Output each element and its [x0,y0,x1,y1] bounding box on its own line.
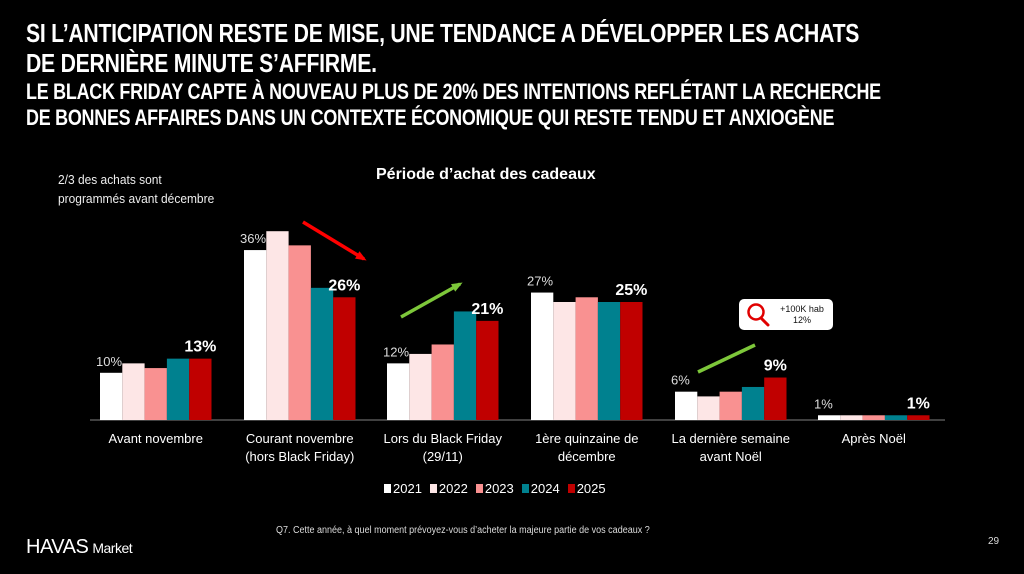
data-label-2025: 26% [328,277,360,294]
green-up-line-icon [697,343,756,374]
havas-logo: HAVAS Market [26,536,133,559]
legend-swatch [567,484,575,493]
category-label: Après Noël [799,430,949,448]
bar-2022 [553,302,576,420]
legend-label: 2025 [576,481,606,496]
category-label-line: Avant novembre [108,431,203,446]
legend-item: 2025 [567,481,606,496]
legend-swatch [475,484,483,493]
category-label: Courant novembre (hors Black Friday) [225,430,375,466]
data-label-2021: 36% [240,231,266,246]
bar-2025 [476,320,499,420]
legend-item: 2021 [384,481,422,496]
category-label-line: La dernière semaine [671,431,791,446]
category-label: 1ère quinzaine de décembre [512,430,662,466]
side-note: 2/3 des achats sont programmés avant déc… [58,170,214,208]
category-label: Lors du Black Friday (29/11) [368,430,518,466]
data-label-2025: 25% [615,282,647,299]
legend-item: 2024 [521,481,560,496]
bar-2023 [862,415,885,420]
bar-2023 [431,344,454,420]
bar-2021 [387,363,410,420]
red-down-arrow-icon-head [355,251,367,261]
category-label-line: (29/11) [422,449,463,464]
category-label-line: Après Noël [841,431,906,446]
subtitle-line: DE BONNES AFFAIRES DANS UN CONTEXTE ÉCON… [26,105,835,130]
bar-2022 [840,415,863,420]
title-line: DE DERNIÈRE MINUTE S’AFFIRME. [26,48,377,78]
category-label-line: (hors Black Friday) [245,449,355,464]
bar-2022 [409,353,432,420]
bar-2024 [884,415,908,420]
bar-2022 [266,231,289,420]
magnifier-icon [747,303,770,327]
bar-2022 [697,396,720,420]
data-label-2025: 13% [184,339,216,356]
green-up-arrow-icon [400,282,461,319]
subtitle-line: LE BLACK FRIDAY CAPTE À NOUVEAU PLUS DE … [26,79,881,104]
bar-2021 [675,391,698,420]
bar-2023 [575,297,598,420]
bar-2021 [531,292,554,420]
bar-2025 [333,297,356,420]
page-number: 29 [988,536,1000,547]
green-up-arrow-icon-head [451,282,463,292]
data-label-2025: 9% [764,358,787,375]
data-label-2025: 1% [907,395,930,412]
bar-2023 [288,245,311,420]
legend-label: 2021 [393,481,422,496]
bar-2021 [244,250,267,420]
bar-2025 [189,358,212,420]
legend: 2021 2022 2023 2024 2025 [384,481,606,496]
data-label-2021: 27% [527,274,553,289]
data-label-2021: 6% [671,373,690,388]
category-label-line: Courant novembre [245,431,354,446]
category-label-line: décembre [557,449,616,464]
bar-2023 [144,368,167,420]
category-label-line: 1ère quinzaine de [535,431,639,446]
legend-label: 2022 [438,481,468,496]
bar-2024 [597,302,621,420]
bar-2025 [764,377,787,420]
bar-2024 [453,311,477,420]
bar-2024 [166,358,190,420]
callout-line: 12% [792,315,811,325]
legend-swatch [384,484,391,493]
bar-2021 [100,372,123,420]
legend-swatch [521,484,529,493]
data-label-2021: 10% [96,354,122,369]
survey-question: Q7. Cette année, à quel moment prévoyez-… [276,525,650,536]
bar-2023 [719,391,742,420]
bar-2025 [907,415,930,420]
category-label-line: Lors du Black Friday [383,431,503,446]
logo-suffix: Market [92,540,133,556]
category-label: Avant novembre [81,430,231,448]
legend-label: 2024 [530,481,560,496]
bar-2024 [310,287,334,420]
note-line: 2/3 des achats sont [58,172,162,187]
category-label-line: avant Noël [699,449,762,464]
data-label-2025: 21% [471,301,503,318]
callout-line: +100K hab [780,304,824,314]
legend-label: 2023 [484,481,514,496]
data-label-2021: 12% [383,344,409,359]
data-label-2021: 1% [814,396,833,411]
note-line: programmés avant décembre [58,191,215,206]
bar-2025 [620,302,643,420]
bar-2021 [818,415,841,420]
bar-2022 [122,363,145,420]
red-down-arrow-icon [302,220,365,261]
bar-2024 [741,386,765,420]
category-label: La dernière semaine avant Noël [656,430,806,466]
legend-item: 2023 [475,481,514,496]
chart-title: Période d’achat des cadeaux [376,166,596,183]
title-line: SI L’ANTICIPATION RESTE DE MISE, UNE TEN… [26,18,860,48]
legend-swatch [429,484,437,493]
logo-text: HAVAS [26,536,89,558]
callout-box: +100K hab 12% [739,299,833,330]
slide-title: SI L’ANTICIPATION RESTE DE MISE, UNE TEN… [26,18,988,130]
legend-item: 2022 [429,481,468,496]
